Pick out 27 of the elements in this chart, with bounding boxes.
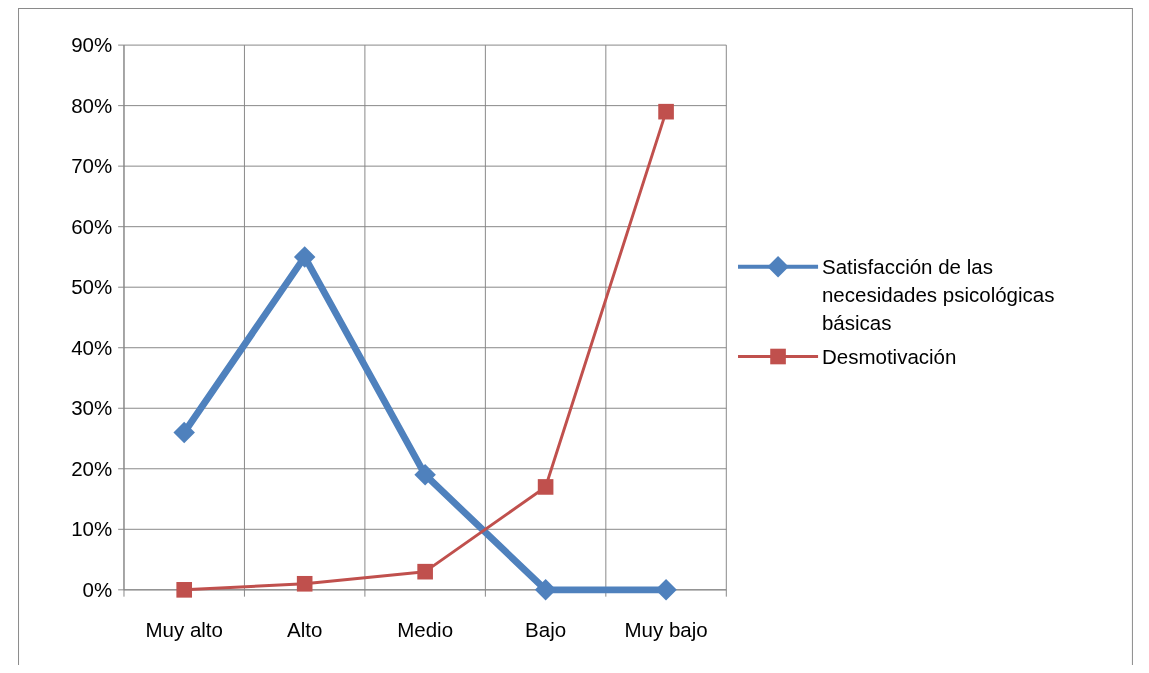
- point: [296, 575, 313, 592]
- y-tick-label: 30%: [71, 396, 113, 420]
- legend-label: Satisfacción de las necesidades psicológicas básicas: [821, 254, 1055, 335]
- y-tick-label: 70%: [71, 154, 113, 178]
- y-tick-label: 40%: [71, 335, 113, 359]
- x-tick-label: Bajo: [525, 617, 567, 641]
- x-tick-label: Muy alto: [145, 617, 223, 641]
- y-tick-label: 0%: [82, 578, 113, 602]
- point: [173, 421, 195, 444]
- y-tick-label: 80%: [71, 93, 113, 117]
- point: [414, 464, 436, 486]
- point: [655, 579, 677, 601]
- x-tick-label: Muy bajo: [624, 617, 708, 641]
- y-tick-label: 20%: [71, 456, 113, 480]
- y-tick-label: 50%: [71, 275, 113, 299]
- y-tick-label: 60%: [71, 214, 113, 238]
- point: [293, 246, 316, 268]
- point: [417, 563, 433, 580]
- y-tick-label: 10%: [71, 517, 113, 541]
- point: [537, 479, 554, 495]
- point: [176, 582, 193, 598]
- x-tick-label: Medio: [397, 617, 454, 641]
- x-tick-label: Alto: [287, 617, 323, 641]
- point: [534, 579, 557, 601]
- legend-label: Desmotivación: [821, 344, 957, 368]
- point: [658, 103, 674, 120]
- y-tick-label: 90%: [71, 33, 113, 57]
